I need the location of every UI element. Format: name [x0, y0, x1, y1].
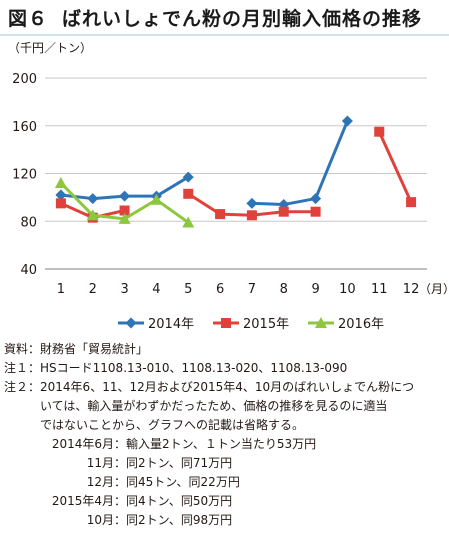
x-tick-label: 6: [216, 282, 224, 297]
data-point: [119, 205, 130, 216]
detail-label: 12月：: [86, 475, 126, 489]
data-point: [119, 190, 131, 202]
data-point: [55, 198, 66, 209]
detail-text: 同2トン、同71万円: [126, 456, 233, 470]
data-point: [278, 206, 289, 217]
figure-title: ばれいしょでん粉の月別輸入価格の推移: [62, 7, 423, 30]
detail-text: 輸入量2トン、１トン当たり53万円: [126, 437, 317, 451]
note-2: 注２： 2014年6、11、12月および2015年4、10月のばれいしょでん粉に…: [4, 378, 446, 435]
data-point: [374, 126, 385, 137]
y-axis-ticks: 40 80 120 160 200: [12, 72, 37, 278]
note-2-label: 注２：: [4, 380, 41, 394]
data-point: [55, 189, 67, 201]
y-unit-label: （千円／トン）: [8, 41, 92, 55]
data-point: [246, 197, 258, 209]
source-text: 財務省「貿易統計」: [40, 342, 149, 356]
source-note: 資料： 財務省「貿易統計」: [4, 340, 446, 359]
detail-text: 同4トン、同50万円: [126, 494, 233, 508]
note-2-body: 2014年6、11、12月および2015年4、10月のばれいしょでん粉につ いて…: [40, 378, 414, 435]
series-line: [251, 120, 349, 207]
series-2016年: [54, 177, 195, 228]
note-2-line: 2014年6、11、12月および2015年4、10月のばれいしょでん粉につ: [40, 380, 415, 394]
x-tick-label: 8: [280, 282, 288, 297]
detail-row: 2015年4月： 同4トン、同50万円: [46, 492, 446, 511]
data-point: [246, 210, 257, 221]
data-point: [87, 193, 99, 205]
data-point: [118, 212, 131, 224]
data-point: [86, 209, 99, 221]
legend-item: 2015年: [213, 317, 289, 332]
data-point: [310, 206, 321, 217]
legend-label: 2015年: [243, 317, 289, 332]
figure-number: 図６: [8, 7, 49, 30]
detail-label: 2015年4月：: [51, 494, 126, 508]
series-2015年: [55, 126, 417, 223]
detail-label: 11月：: [86, 456, 126, 470]
y-tick-label: 200: [12, 72, 37, 87]
x-unit-label: （月）: [419, 282, 449, 296]
source-label: 資料：: [4, 342, 41, 356]
x-tick-label: 3: [120, 282, 128, 297]
x-tick-label: 9: [311, 282, 319, 297]
detail-row: 11月： 同2トン、同71万円: [46, 454, 446, 473]
x-tick-label: 11: [371, 282, 388, 297]
chart-legend: 2014年 2015年 2016年: [118, 317, 384, 332]
detail-row: 10月： 同2トン、同98万円: [46, 511, 446, 530]
data-point: [215, 209, 226, 220]
x-tick-label: 4: [152, 282, 160, 297]
legend-swatch-marker: [221, 318, 231, 328]
note-1-text: HSコード1108.13-010、1108.13-020、1108.13-090: [40, 361, 348, 375]
legend-swatch-marker: [125, 317, 137, 329]
detail-text: 同2トン、同98万円: [126, 513, 233, 527]
note-1-label: 注１：: [4, 361, 41, 375]
data-point: [341, 115, 353, 127]
note-2-line: ではないことから、グラフへの記載は省略する。: [40, 418, 305, 432]
data-point: [150, 193, 163, 205]
data-point: [182, 171, 194, 183]
series-2014年: [55, 115, 353, 211]
data-point: [182, 216, 195, 228]
detail-text: 同45トン、同22万円: [126, 475, 240, 489]
note-1: 注１： HSコード1108.13-010、1108.13-020、1108.13…: [4, 359, 446, 378]
legend-item: 2016年: [308, 317, 384, 332]
data-point: [406, 197, 417, 208]
legend-item: 2014年: [118, 317, 194, 332]
legend-label: 2016年: [338, 317, 384, 332]
detail-label: 10月：: [86, 513, 126, 527]
data-point: [310, 193, 322, 205]
detail-row: 2014年6月： 輸入量2トン、１トン当たり53万円: [46, 435, 446, 454]
data-point: [54, 177, 67, 189]
x-tick-label: 5: [184, 282, 192, 297]
x-tick-label: 1: [57, 282, 65, 297]
gridlines: [45, 77, 427, 270]
data-point: [183, 188, 194, 199]
omitted-data-details: 2014年6月： 輸入量2トン、１トン当たり53万円 11月： 同2トン、同71…: [46, 435, 446, 530]
figure-header: 図６ ばれいしょでん粉の月別輸入価格の推移: [0, 0, 449, 36]
note-2-line: いては、輸入量がわずかだったため、価格の推移を見るのに適当: [40, 399, 388, 413]
series-line: [377, 131, 413, 203]
x-tick-label: 10: [339, 282, 356, 297]
x-tick-label: 2: [89, 282, 97, 297]
series-lines: [54, 115, 417, 228]
detail-label: 2014年6月：: [51, 437, 126, 451]
legend-swatch-marker: [315, 317, 327, 328]
notes-section: 資料： 財務省「貿易統計」 注１： HSコード1108.13-010、1108.…: [4, 340, 446, 530]
x-axis-ticks: 1 2 3 4 5 6 7 8 9 10 11 12: [57, 282, 420, 297]
y-tick-label: 40: [20, 263, 37, 278]
y-tick-label: 160: [12, 120, 37, 135]
x-tick-label: 12: [403, 282, 420, 297]
y-tick-label: 80: [20, 215, 37, 230]
y-tick-label: 120: [12, 168, 37, 183]
legend-label: 2014年: [148, 317, 194, 332]
x-tick-label: 7: [248, 282, 256, 297]
detail-row: 12月： 同45トン、同22万円: [46, 473, 446, 492]
